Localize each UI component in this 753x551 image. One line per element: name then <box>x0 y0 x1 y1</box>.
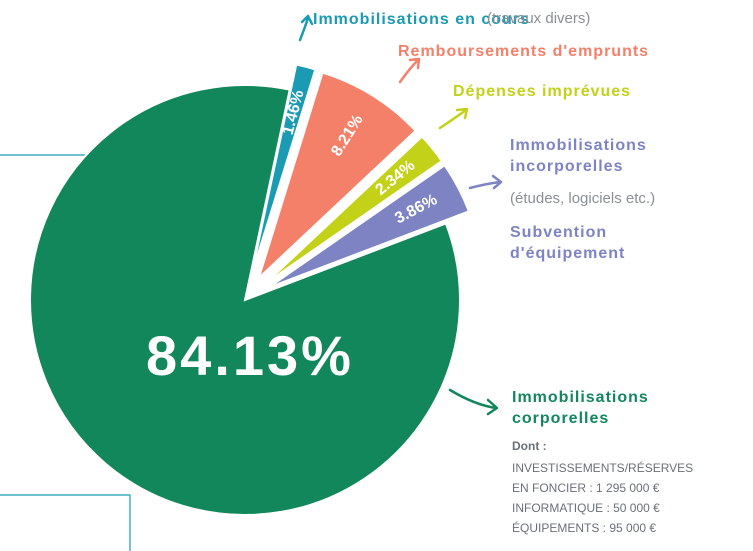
value-label: 84.13% <box>146 324 354 387</box>
annotation: (études, logiciels etc.) <box>510 190 656 207</box>
category-label: Immobilisations corporelles <box>512 389 649 427</box>
category-label: Immobilisations incorporelles <box>510 137 647 175</box>
category-label: Dépenses imprévues <box>453 83 632 100</box>
category-label: Immobilisations en cours <box>313 11 530 28</box>
pie-slice <box>264 135 444 285</box>
annotation: Subvention d'équipement <box>510 224 626 262</box>
annotation: ÉQUIPEMENTS : 95 000 € <box>512 521 657 535</box>
annotation: Dont : <box>512 439 547 453</box>
pie-slice <box>267 163 471 289</box>
annotation: EN FONCIER : 1 295 000 € <box>512 481 660 495</box>
annotation: INVESTISSEMENTS/RÉSERVES <box>512 461 694 475</box>
annotation: INFORMATIQUE : 50 000 € <box>512 501 660 515</box>
decor-lines <box>0 154 131 551</box>
pie-slice <box>29 84 461 516</box>
arrows <box>298 14 503 416</box>
pie-slice <box>250 63 317 276</box>
pie-slice <box>256 71 417 282</box>
category-label: Remboursements d'emprunts <box>398 43 650 60</box>
annotation: (travaux divers) <box>487 10 591 27</box>
